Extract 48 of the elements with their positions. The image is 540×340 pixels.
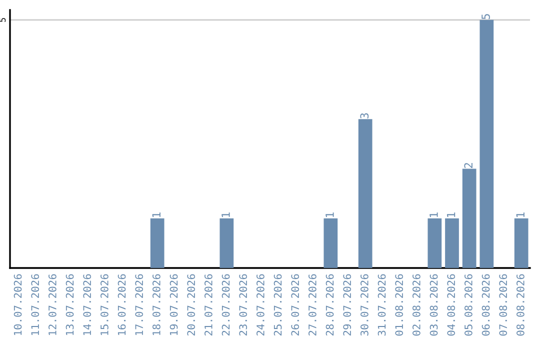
bar bbox=[445, 218, 459, 268]
x-tick-label: 03.08.2026 bbox=[430, 274, 438, 336]
bar bbox=[480, 20, 494, 268]
bar bbox=[462, 168, 476, 268]
data-label: 1 bbox=[222, 212, 230, 218]
x-tick-label: 13.07.2026 bbox=[66, 274, 74, 336]
bar bbox=[514, 218, 528, 268]
x-tick-label: 31.07.2026 bbox=[378, 274, 386, 336]
data-label: 2 bbox=[464, 163, 472, 168]
x-tick-label: 17.07.2026 bbox=[135, 274, 144, 336]
data-label: 3 bbox=[360, 113, 369, 118]
x-tick-label: 19.07.2026 bbox=[170, 274, 178, 336]
x-tick-label: 10.07.2026 bbox=[14, 274, 22, 336]
x-tick-label: 14.07.2026 bbox=[83, 274, 92, 336]
bar bbox=[150, 218, 164, 268]
x-tick-label: 25.07.2026 bbox=[274, 274, 282, 336]
data-label: 1 bbox=[326, 212, 334, 218]
x-tick-label: 30.07.2026 bbox=[360, 274, 368, 336]
bar bbox=[324, 218, 338, 268]
x-tick-label: 26.07.2026 bbox=[291, 274, 300, 336]
x-tick-label: 27.07.2026 bbox=[308, 274, 316, 336]
data-label: 1 bbox=[430, 212, 438, 218]
x-tick-label: 12.07.2026 bbox=[48, 274, 56, 336]
x-tick-label: 06.08.2026 bbox=[482, 274, 490, 336]
bar bbox=[358, 119, 372, 268]
x-tick-label: 07.08.2026 bbox=[499, 274, 508, 336]
x-tick-label: 08.08.2026 bbox=[516, 274, 524, 336]
bar bbox=[428, 218, 442, 268]
bar bbox=[220, 218, 234, 268]
x-tick-label: 16.07.2026 bbox=[118, 274, 126, 336]
x-tick-label: 22.07.2026 bbox=[222, 274, 230, 336]
x-tick-label: 02.08.2026 bbox=[412, 274, 420, 336]
x-tick-label: 24.07.2026 bbox=[256, 274, 264, 336]
x-tick-label: 21.07.2026 bbox=[204, 274, 212, 336]
x-tick-label: 28.07.2026 bbox=[326, 274, 334, 336]
x-tick-label: 05.08.2026 bbox=[464, 274, 472, 336]
x-tick-label: 23.07.2026 bbox=[239, 274, 248, 336]
x-tick-label: 15.07.2026 bbox=[100, 274, 108, 336]
data-label: 1 bbox=[516, 212, 524, 218]
x-tick-label: 04.08.2026 bbox=[447, 274, 456, 336]
data-label: 5 bbox=[482, 14, 490, 20]
x-tick-label: 29.07.2026 bbox=[343, 274, 352, 336]
data-label: 1 bbox=[152, 212, 160, 218]
data-label: 1 bbox=[446, 212, 456, 218]
x-tick-label: 11.07.2026 bbox=[31, 274, 40, 336]
x-tick-label: 20.07.2026 bbox=[187, 274, 196, 336]
x-tick-label: 18.07.2026 bbox=[152, 274, 160, 336]
x-tick-label: 01.08.2026 bbox=[395, 274, 404, 336]
